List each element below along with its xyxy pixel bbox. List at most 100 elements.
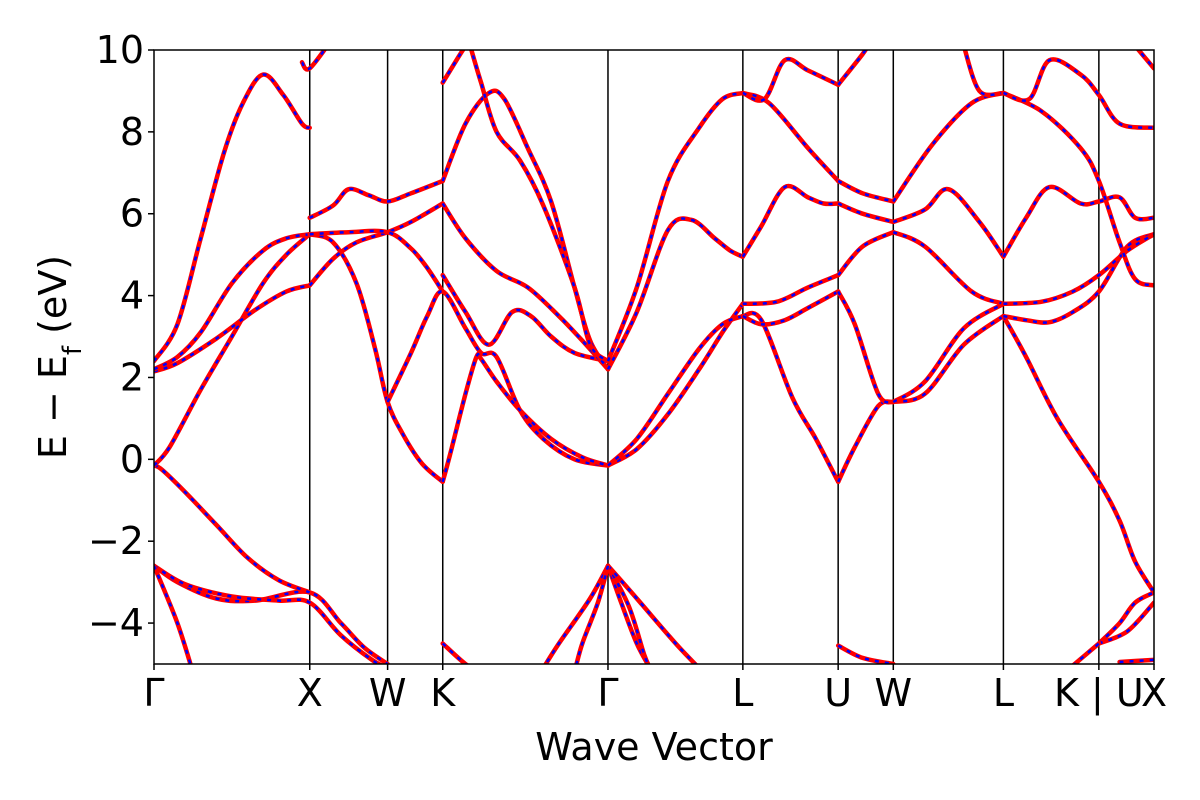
y-tick-label: 0 bbox=[120, 437, 144, 481]
band-line-solid bbox=[154, 72, 312, 364]
y-tick-label: 4 bbox=[120, 274, 144, 318]
band-lines bbox=[154, 50, 1154, 664]
band-line-solid bbox=[891, 90, 1006, 204]
band-line-dashed bbox=[607, 564, 697, 664]
band-line-dashed bbox=[154, 233, 311, 467]
band-line-dashed bbox=[1098, 601, 1154, 645]
band-line-dashed bbox=[1002, 185, 1154, 258]
band-line-solid bbox=[835, 643, 896, 664]
x-tick-label: W bbox=[875, 671, 913, 715]
band-line-solid bbox=[1117, 657, 1154, 664]
band-line-dashed bbox=[1119, 658, 1154, 664]
band-line-dashed bbox=[892, 302, 1005, 404]
x-tick-label: L bbox=[993, 671, 1014, 715]
band-line-dashed bbox=[300, 50, 326, 71]
x-tick-label: X bbox=[1141, 671, 1167, 715]
band-line-solid bbox=[469, 50, 611, 364]
band-line-solid bbox=[891, 229, 1006, 307]
band-line-solid bbox=[299, 50, 328, 72]
band-line-dashed bbox=[441, 352, 609, 483]
band-line-solid bbox=[962, 50, 1006, 98]
y-axis-label-unit: (eV) bbox=[31, 255, 75, 346]
high-symmetry-lines bbox=[308, 50, 1100, 664]
band-line-solid bbox=[891, 313, 1006, 405]
x-tick-label: Γ bbox=[143, 671, 164, 715]
band-line-solid bbox=[835, 50, 869, 88]
band-line-solid bbox=[440, 50, 466, 85]
band-line-dashed bbox=[837, 400, 894, 483]
y-tick-label: 2 bbox=[120, 355, 144, 399]
band-line-solid bbox=[1001, 90, 1154, 288]
band-line-solid bbox=[740, 90, 841, 184]
band-line-solid bbox=[307, 201, 445, 288]
band-line-dashed bbox=[837, 202, 894, 224]
band-line-dashed bbox=[154, 232, 310, 371]
band-line-dashed bbox=[892, 187, 1005, 258]
band-line-solid bbox=[154, 563, 390, 664]
band-line-dashed bbox=[607, 303, 744, 467]
band-line-dashed bbox=[154, 564, 389, 664]
x-tick-label: U bbox=[824, 671, 852, 715]
band-line-dashed bbox=[1072, 642, 1100, 664]
y-tick-label: −4 bbox=[88, 601, 144, 645]
band-line-solid bbox=[440, 641, 470, 664]
band-line-dashed bbox=[544, 565, 610, 664]
x-axis-label: Wave Vector bbox=[535, 725, 773, 769]
band-line-solid bbox=[1135, 50, 1154, 71]
band-line-dashed bbox=[837, 644, 894, 664]
band-line-dashed bbox=[837, 290, 894, 404]
band-line-solid bbox=[605, 216, 746, 372]
x-tick-label: L bbox=[732, 671, 753, 715]
band-line-solid bbox=[835, 229, 896, 278]
band-line-dashed bbox=[742, 273, 839, 306]
band-line-solid bbox=[835, 399, 896, 485]
band-line-dashed bbox=[837, 231, 894, 276]
x-tick-label: W bbox=[369, 671, 407, 715]
y-tick-label: 10 bbox=[96, 28, 144, 72]
band-line-solid bbox=[154, 563, 384, 664]
band-line-dashed bbox=[892, 91, 1004, 203]
band-line-solid bbox=[740, 183, 841, 259]
band-line-dashed bbox=[309, 229, 444, 293]
band-line-solid bbox=[740, 56, 841, 103]
band-line-solid bbox=[1001, 313, 1154, 595]
band-line-dashed bbox=[441, 274, 609, 363]
band-line-dashed bbox=[963, 50, 1004, 97]
band-line-dashed bbox=[837, 179, 894, 203]
y-tick-label: 8 bbox=[120, 110, 144, 154]
band-line-solid bbox=[385, 289, 611, 468]
band-line-dashed bbox=[441, 202, 609, 371]
band-line-dashed bbox=[308, 202, 444, 287]
band-line-solid bbox=[1001, 57, 1154, 131]
band-line-dashed bbox=[607, 314, 744, 467]
band-line-dashed bbox=[742, 311, 840, 483]
band-line-solid bbox=[835, 289, 896, 405]
band-line-solid bbox=[307, 231, 445, 485]
x-tick-label: K | U bbox=[1054, 671, 1144, 716]
band-line-dashed bbox=[386, 290, 609, 467]
band-line-solid bbox=[835, 201, 896, 225]
x-tick-label: X bbox=[297, 671, 323, 715]
y-tick-label: −2 bbox=[88, 519, 144, 563]
band-line-dashed bbox=[309, 179, 444, 219]
band-line-dashed bbox=[741, 184, 839, 258]
band-line-solid bbox=[891, 301, 1006, 405]
band-line-dashed bbox=[1002, 315, 1154, 594]
band-line-dashed bbox=[154, 73, 311, 362]
band-line-solid bbox=[891, 186, 1006, 259]
y-tick-label: 6 bbox=[120, 192, 144, 236]
band-line-dashed bbox=[154, 284, 311, 373]
band-line-solid bbox=[307, 178, 445, 221]
band-line-dashed bbox=[1003, 233, 1154, 306]
band-line-dashed bbox=[606, 565, 650, 664]
band-line-dashed bbox=[575, 565, 610, 664]
y-axis-label-subscript: f bbox=[58, 345, 88, 355]
band-line-solid bbox=[605, 563, 651, 664]
x-tick-label: K bbox=[430, 671, 456, 715]
band-line-dashed bbox=[742, 290, 839, 326]
y-axis-ticks: −4 −2 0 2 4 6 8 10 bbox=[88, 28, 154, 645]
y-axis-label: E − Ef (eV) bbox=[31, 255, 88, 459]
band-line-solid bbox=[605, 313, 746, 468]
